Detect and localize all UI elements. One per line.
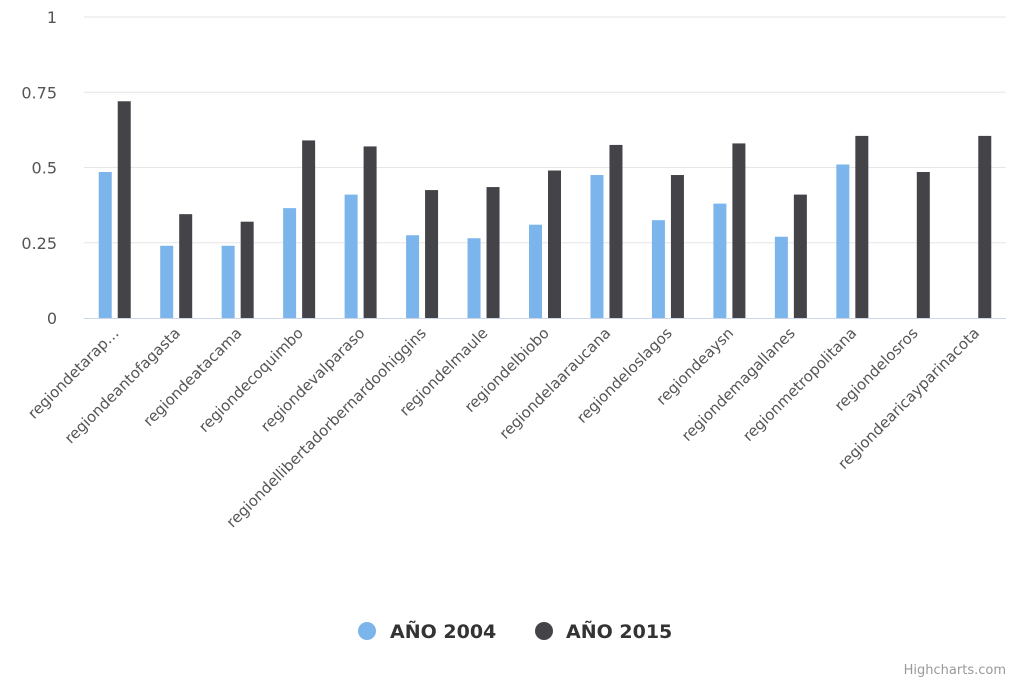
bar-2004[interactable] [774, 236, 788, 318]
bar-2015[interactable] [793, 194, 807, 318]
legend-label-2015: AÑO 2015 [566, 619, 672, 643]
legend-symbol-2015 [535, 622, 553, 640]
bar-2004[interactable] [467, 238, 481, 318]
credits-link[interactable]: Highcharts.com [904, 663, 1006, 678]
y-tick-label: 0 [47, 309, 57, 328]
bar-2004[interactable] [651, 220, 665, 318]
bar-2015[interactable] [978, 135, 992, 318]
legend-item-2015[interactable]: AÑO 2015 [535, 619, 672, 643]
x-tick-label: regiondevalparaso [257, 324, 368, 435]
bar-2004[interactable] [713, 203, 727, 318]
bar-2015[interactable] [117, 101, 131, 318]
bar-2015[interactable] [670, 175, 684, 318]
x-tick-label: regiondelaaraucana [496, 324, 615, 443]
bar-2004[interactable] [160, 245, 174, 318]
y-tick-label: 0.5 [32, 159, 57, 178]
legend-item-2004[interactable]: AÑO 2004 [358, 619, 496, 643]
bar-2015[interactable] [855, 135, 869, 318]
bar-2004[interactable] [529, 224, 542, 318]
bar-2004[interactable] [836, 164, 850, 318]
legend: AÑO 2004 AÑO 2015 [358, 619, 672, 643]
y-tick-label: 0.25 [21, 234, 57, 253]
bar-2015[interactable] [732, 143, 746, 318]
x-tick-label: regionmetropolitana [739, 324, 860, 445]
bar-2004[interactable] [283, 208, 297, 318]
bar-2015[interactable] [916, 172, 930, 318]
x-tick-label: regiondecoquimbo [195, 324, 307, 436]
bar-2004[interactable] [406, 235, 420, 318]
x-tick-label: regiondeantofagasta [61, 324, 184, 447]
x-tick-label: regiondemagallanes [678, 324, 799, 445]
y-axis-labels: 0 0.25 0.5 0.75 1 [21, 8, 57, 328]
bar-2004[interactable] [344, 194, 358, 318]
bar-2015[interactable] [609, 144, 623, 318]
bar-2015[interactable] [240, 221, 254, 318]
bars [98, 101, 992, 318]
bar-2015[interactable] [548, 170, 561, 318]
bar-2015[interactable] [486, 187, 500, 318]
bar-2004[interactable] [221, 245, 235, 318]
bar-2004[interactable] [590, 175, 604, 318]
y-tick-label: 1 [47, 8, 57, 27]
legend-symbol-2004 [358, 622, 376, 640]
bar-2004[interactable] [98, 172, 112, 318]
bar-2015[interactable] [425, 190, 439, 318]
y-tick-label: 0.75 [21, 83, 57, 102]
grid [84, 16, 1006, 244]
bar-2015[interactable] [179, 214, 193, 318]
bar-2015[interactable] [302, 140, 316, 318]
legend-label-2004: AÑO 2004 [390, 619, 496, 643]
bar-2015[interactable] [363, 146, 377, 318]
x-axis-labels: regiondetarap…regiondeantofagastaregiond… [24, 324, 983, 531]
